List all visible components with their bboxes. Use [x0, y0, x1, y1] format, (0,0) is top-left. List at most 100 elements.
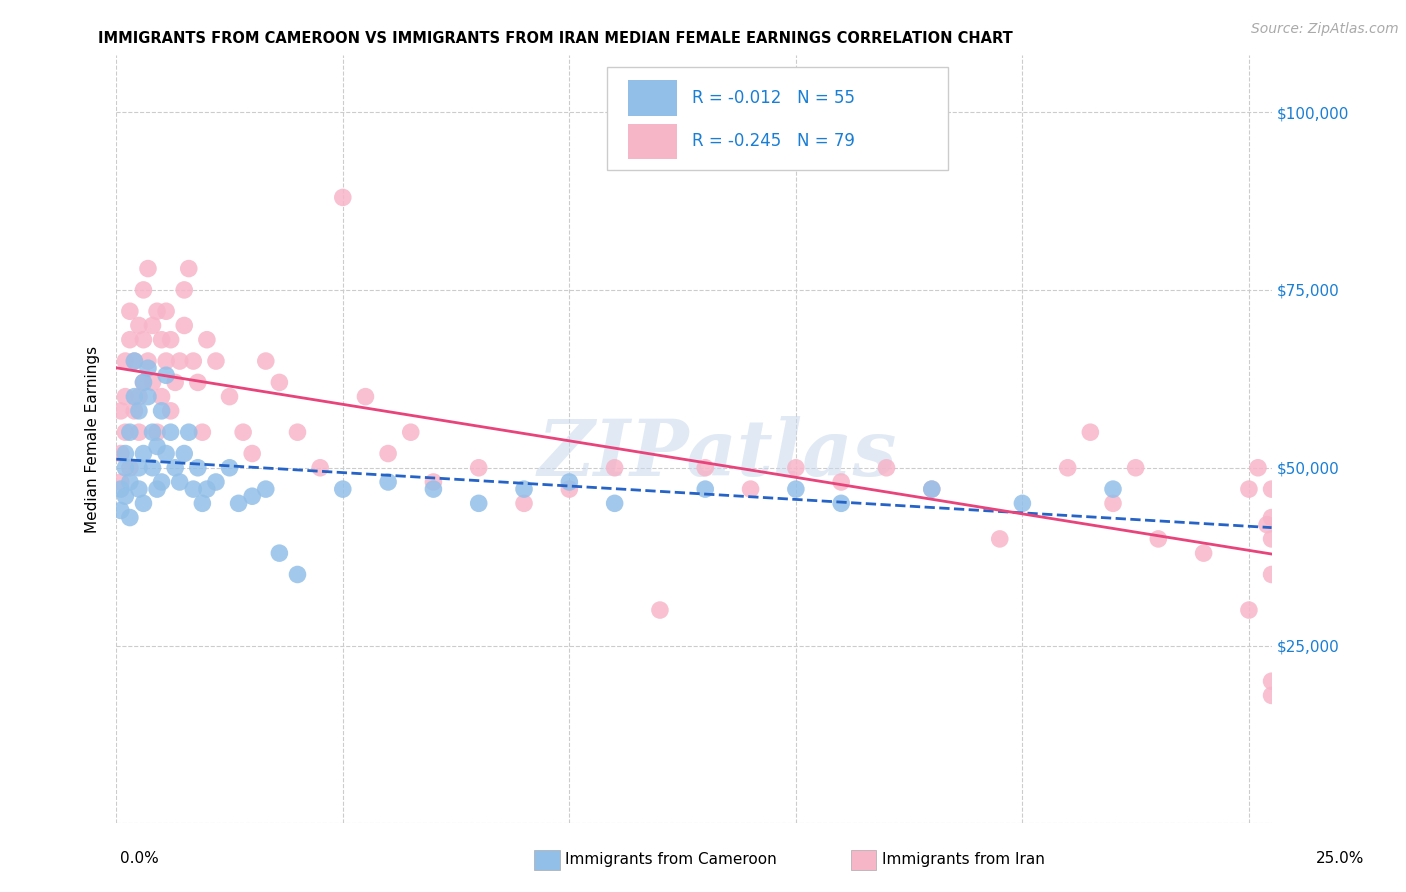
Point [132, 333, 155, 347]
Point [1192, 546, 1215, 560]
Point [114, 460, 136, 475]
Point [146, 425, 169, 440]
Point [467, 496, 489, 510]
Point [205, 475, 228, 489]
Point [195, 333, 218, 347]
Point [141, 318, 163, 333]
Point [785, 482, 807, 496]
Point [124, 354, 146, 368]
Point [181, 482, 204, 496]
Point [110, 446, 132, 460]
Point [177, 425, 200, 440]
Point [1256, 517, 1278, 532]
Point [136, 361, 159, 376]
Text: ZIPatlas: ZIPatlas [537, 417, 897, 493]
Point [114, 489, 136, 503]
Point [513, 482, 536, 496]
Point [240, 489, 263, 503]
Point [558, 482, 581, 496]
Point [254, 482, 277, 496]
Point [118, 510, 141, 524]
Point [118, 333, 141, 347]
Point [114, 446, 136, 460]
Point [110, 404, 132, 418]
Point [269, 546, 291, 560]
Point [205, 354, 228, 368]
Point [1056, 460, 1078, 475]
Point [1260, 674, 1282, 689]
Point [1237, 603, 1260, 617]
Point [159, 404, 181, 418]
Point [150, 333, 173, 347]
Point [1260, 510, 1282, 524]
FancyBboxPatch shape [607, 67, 948, 170]
Point [513, 496, 536, 510]
Point [132, 446, 155, 460]
Point [218, 390, 240, 404]
Point [254, 354, 277, 368]
Point [110, 475, 132, 489]
Point [173, 283, 195, 297]
Point [136, 354, 159, 368]
Point [155, 354, 177, 368]
Point [422, 475, 444, 489]
Text: R = -0.245   N = 79: R = -0.245 N = 79 [692, 132, 855, 150]
Point [141, 376, 163, 390]
Point [124, 390, 146, 404]
Point [558, 475, 581, 489]
Point [309, 460, 332, 475]
Point [181, 354, 204, 368]
Point [287, 425, 309, 440]
Point [128, 425, 150, 440]
Point [141, 460, 163, 475]
Point [128, 318, 150, 333]
Text: Immigrants from Iran: Immigrants from Iran [882, 853, 1045, 867]
Point [648, 603, 671, 617]
Point [173, 318, 195, 333]
Point [1080, 425, 1102, 440]
Point [128, 460, 150, 475]
Point [830, 475, 852, 489]
Point [136, 390, 159, 404]
Point [1260, 689, 1282, 703]
Point [603, 496, 626, 510]
Point [287, 567, 309, 582]
Point [187, 376, 209, 390]
Point [1147, 532, 1170, 546]
Point [155, 304, 177, 318]
Point [1102, 496, 1125, 510]
Point [740, 482, 762, 496]
Point [695, 460, 717, 475]
Point [146, 482, 169, 496]
Point [118, 460, 141, 475]
Point [114, 425, 136, 440]
Point [377, 475, 399, 489]
Point [228, 496, 250, 510]
Text: 0.0%: 0.0% [120, 852, 159, 866]
Point [191, 496, 214, 510]
Point [191, 425, 214, 440]
Point [1237, 482, 1260, 496]
Point [1102, 482, 1125, 496]
Point [124, 354, 146, 368]
Point [1260, 482, 1282, 496]
Point [1125, 460, 1147, 475]
Point [136, 261, 159, 276]
Point [695, 482, 717, 496]
Point [141, 425, 163, 440]
Point [377, 446, 399, 460]
Point [132, 496, 155, 510]
Point [118, 425, 141, 440]
Text: Immigrants from Cameroon: Immigrants from Cameroon [565, 853, 778, 867]
Point [114, 354, 136, 368]
Point [422, 482, 444, 496]
Point [988, 532, 1011, 546]
Point [118, 304, 141, 318]
Point [785, 460, 807, 475]
Point [399, 425, 422, 440]
Point [269, 376, 291, 390]
Point [128, 390, 150, 404]
Point [146, 304, 169, 318]
Point [332, 482, 354, 496]
Point [1011, 496, 1033, 510]
